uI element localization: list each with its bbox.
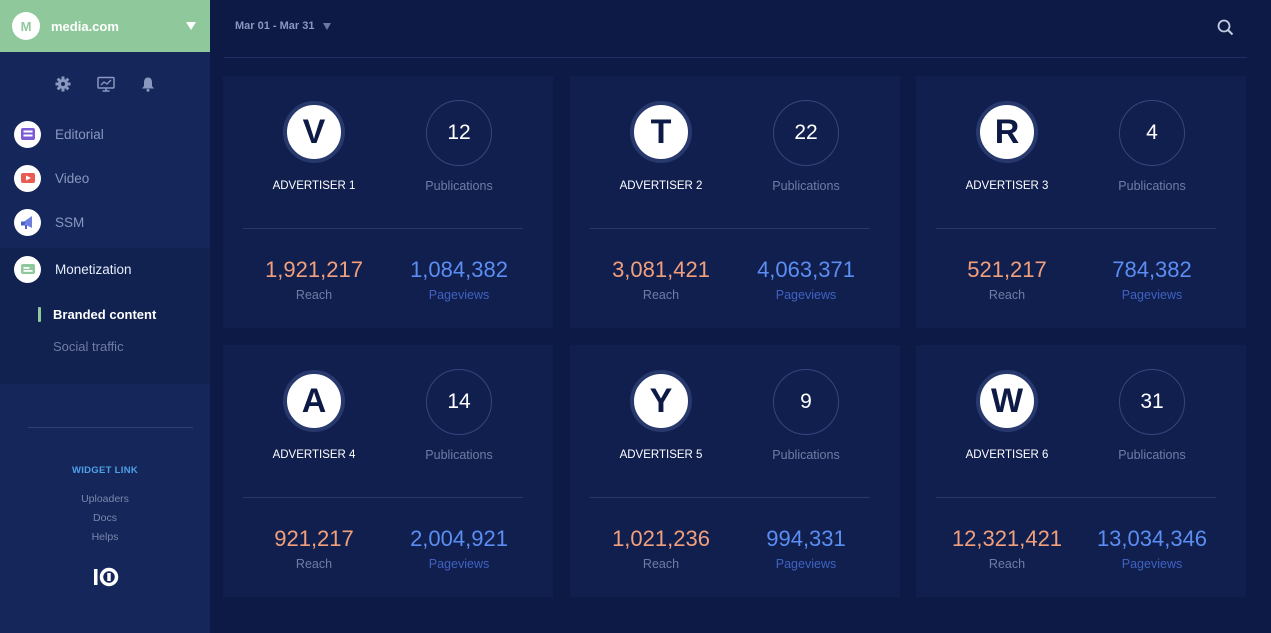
- card-divider: [590, 228, 870, 229]
- publications-label: Publications: [425, 448, 493, 462]
- publications-count: 12: [426, 100, 492, 166]
- pageviews-value: 994,331: [766, 526, 846, 551]
- reach-label: Reach: [642, 557, 680, 571]
- nav-label-monetization: Monetization: [55, 261, 132, 277]
- reach-value: 521,217: [967, 257, 1047, 282]
- main-nav: Editorial Video SSM Monetization Branded…: [0, 112, 210, 384]
- advertiser-card[interactable]: W ADVERTISER 6 31 Publications 12,321,42…: [916, 345, 1246, 597]
- advertiser-name: ADVERTISER 3: [965, 180, 1049, 192]
- advertiser-name: ADVERTISER 6: [965, 449, 1049, 461]
- publications-count: 22: [773, 100, 839, 166]
- pageviews-value: 4,063,371: [757, 257, 855, 282]
- pageviews-label: Pageviews: [775, 557, 837, 571]
- pageviews-value: 1,084,382: [410, 257, 508, 282]
- monitor-chart-icon[interactable]: [97, 76, 115, 92]
- reach-value: 1,921,217: [265, 257, 363, 282]
- reach-value: 12,321,421: [951, 526, 1063, 551]
- account-avatar: M: [12, 12, 40, 40]
- advertiser-card[interactable]: Y ADVERTISER 5 9 Publications 1,021,236 …: [570, 345, 900, 597]
- docs-link[interactable]: Docs: [93, 512, 117, 524]
- card-divider: [243, 497, 523, 498]
- search-icon[interactable]: [1217, 19, 1234, 36]
- reach-label: Reach: [988, 557, 1026, 571]
- pageviews-value: 784,382: [1112, 257, 1192, 282]
- advertiser-badge: T: [630, 101, 692, 163]
- video-icon: [14, 164, 41, 192]
- pageviews-label: Pageviews: [1121, 557, 1183, 571]
- editorial-icon: [14, 120, 41, 148]
- card-divider: [243, 228, 523, 229]
- advertiser-name: ADVERTISER 1: [272, 180, 356, 192]
- advertiser-name: ADVERTISER 4: [272, 449, 356, 461]
- reach-label: Reach: [295, 557, 333, 571]
- reach-label: Reach: [988, 288, 1026, 302]
- advertiser-badge: Y: [630, 370, 692, 432]
- sidebar-divider: [28, 427, 193, 428]
- monetization-subnav: Branded content Social traffic: [0, 290, 210, 384]
- publications-count: 14: [426, 369, 492, 435]
- publications-label: Publications: [772, 179, 840, 193]
- publications-count: 4: [1119, 100, 1185, 166]
- bell-icon[interactable]: [141, 76, 155, 92]
- pageviews-label: Pageviews: [428, 557, 490, 571]
- nav-label-editorial: Editorial: [55, 126, 104, 142]
- publications-count: 31: [1119, 369, 1185, 435]
- advertiser-name: ADVERTISER 2: [619, 180, 703, 192]
- pageviews-value: 13,034,346: [1096, 526, 1208, 551]
- uploaders-link[interactable]: Uploaders: [81, 493, 129, 505]
- nav-item-monetization[interactable]: Monetization: [0, 248, 210, 290]
- card-divider: [936, 228, 1216, 229]
- pageviews-label: Pageviews: [428, 288, 490, 302]
- account-switcher[interactable]: M media.com: [0, 0, 210, 52]
- publications-label: Publications: [1118, 179, 1186, 193]
- card-divider: [590, 497, 870, 498]
- publications-count: 9: [773, 369, 839, 435]
- advertiser-badge: R: [976, 101, 1038, 163]
- pageviews-value: 2,004,921: [410, 526, 508, 551]
- card-divider: [936, 497, 1216, 498]
- nav-label-ssm: SSM: [55, 214, 85, 230]
- advertiser-card[interactable]: V ADVERTISER 1 12 Publications 1,921,217…: [223, 76, 553, 328]
- advertiser-badge: V: [283, 101, 345, 163]
- advertiser-name: ADVERTISER 5: [619, 449, 703, 461]
- date-range-picker[interactable]: Mar 01 - Mar 31: [235, 20, 332, 32]
- reach-label: Reach: [642, 288, 680, 302]
- reach-value: 1,021,236: [612, 526, 710, 551]
- nav-item-ssm[interactable]: SSM: [0, 200, 210, 244]
- megaphone-icon: [14, 208, 41, 236]
- advertiser-card[interactable]: T ADVERTISER 2 22 Publications 3,081,421…: [570, 76, 900, 328]
- account-name: media.com: [51, 18, 119, 34]
- pageviews-label: Pageviews: [1121, 288, 1183, 302]
- widget-links: Uploaders Docs Helps: [0, 490, 210, 547]
- subnav-item-social-traffic[interactable]: Social traffic: [53, 338, 124, 354]
- date-range-label: Mar 01 - Mar 31: [235, 20, 315, 32]
- advertiser-card[interactable]: A ADVERTISER 4 14 Publications 921,217 R…: [223, 345, 553, 597]
- reach-value: 3,081,421: [612, 257, 710, 282]
- advertiser-badge: A: [283, 370, 345, 432]
- dropdown-caret-icon: [186, 22, 196, 30]
- publications-label: Publications: [772, 448, 840, 462]
- brand-logo-icon: [94, 567, 119, 587]
- reach-value: 921,217: [274, 526, 354, 551]
- helps-link[interactable]: Helps: [91, 531, 119, 543]
- toolbar: [0, 74, 210, 94]
- pageviews-label: Pageviews: [775, 288, 837, 302]
- nav-item-editorial[interactable]: Editorial: [0, 112, 210, 156]
- reach-label: Reach: [295, 288, 333, 302]
- header-divider: [224, 57, 1247, 58]
- gear-icon[interactable]: [55, 76, 71, 92]
- top-bar: Mar 01 - Mar 31: [210, 0, 1271, 58]
- publications-label: Publications: [1118, 448, 1186, 462]
- advertiser-badge: W: [976, 370, 1038, 432]
- nav-label-video: Video: [55, 170, 90, 186]
- subnav-item-branded-content[interactable]: Branded content: [38, 298, 210, 330]
- chevron-down-icon: [323, 22, 332, 30]
- advertiser-card[interactable]: R ADVERTISER 3 4 Publications 521,217 Re…: [916, 76, 1246, 328]
- sidebar: M media.com Editorial: [0, 0, 210, 633]
- publications-label: Publications: [425, 179, 493, 193]
- monetization-icon: [14, 255, 41, 283]
- nav-item-video[interactable]: Video: [0, 156, 210, 200]
- widget-link-title: WIDGET LINK: [71, 465, 139, 476]
